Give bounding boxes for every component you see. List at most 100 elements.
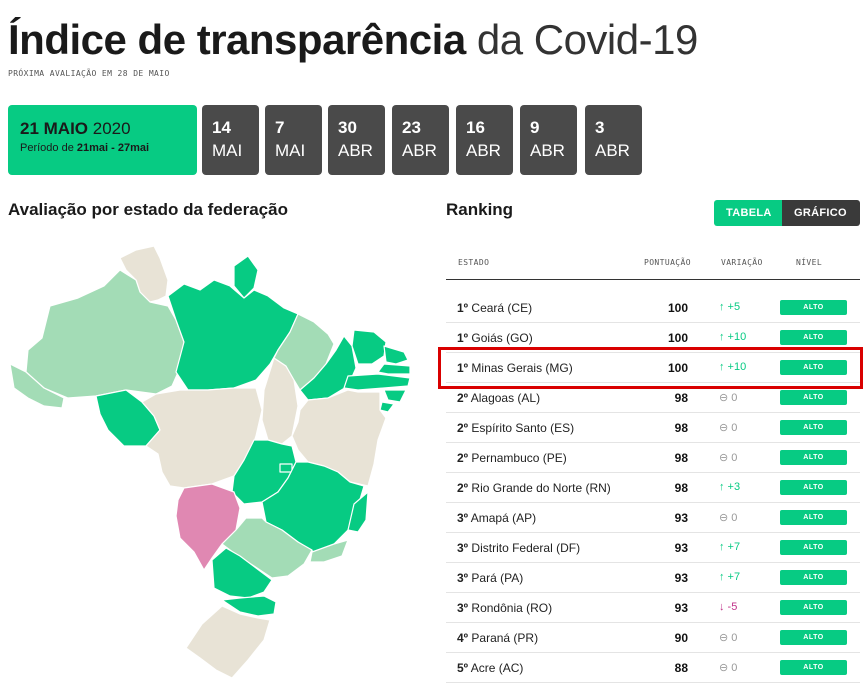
table-row[interactable]: 3º Pará (PA) 93 ↑ +7 ALTO (446, 563, 860, 593)
row-variation: ↑ +10 (719, 361, 747, 373)
state-sc[interactable] (221, 595, 277, 617)
table-toggle-button[interactable]: TABELA (714, 200, 782, 226)
row-rank: 4º (457, 631, 469, 645)
state-rn[interactable] (383, 345, 409, 365)
state-ba[interactable] (291, 389, 387, 487)
date-month: ABR (530, 141, 565, 160)
row-level-badge: ALTO (780, 330, 847, 345)
state-ms[interactable] (175, 483, 241, 571)
column-header-state[interactable]: ESTADO (458, 258, 490, 267)
chart-toggle-button[interactable]: GRÁFICO (782, 200, 860, 226)
state-pr[interactable] (211, 547, 273, 599)
table-row[interactable]: 1º Minas Gerais (MG) 100 ↑ +10 ALTO (446, 353, 860, 383)
period-range: 21mai - 27mai (76, 142, 150, 154)
date-month: ABR (595, 141, 630, 160)
brazil-states-map (9, 245, 411, 679)
ranking-table-body: 1º Ceará (CE) 100 ↑ +5 ALTO 1º Goiás (GO) 100… (446, 293, 860, 683)
row-level-badge: ALTO (780, 480, 847, 495)
date-day: 30 (338, 118, 357, 137)
row-state-name: Espírito Santo (ES) (471, 421, 575, 435)
title-light: da Covid-19 (476, 16, 698, 63)
state-rj[interactable] (309, 539, 349, 563)
row-state-name: Distrito Federal (DF) (471, 541, 581, 555)
highlighted-row-outline (438, 347, 863, 389)
row-score: 90 (674, 631, 688, 645)
row-state: 1º Goiás (GO) (457, 331, 533, 345)
row-rank: 5º (457, 661, 469, 675)
table-row[interactable]: 1º Goiás (GO) 100 ↑ +10 ALTO (446, 323, 860, 353)
row-level-badge: ALTO (780, 540, 847, 555)
current-date-daymonth: 21 MAIO (20, 119, 89, 138)
table-row[interactable]: 2º Espírito Santo (ES) 98 ⊖ 0 ALTO (446, 413, 860, 443)
date-button-14-mai[interactable]: 14 MAI (202, 105, 259, 175)
table-row[interactable]: 2º Pernambuco (PE) 98 ⊖ 0 ALTO (446, 443, 860, 473)
row-state-name: Pará (PA) (471, 571, 524, 585)
row-variation: ⊖ 0 (719, 512, 738, 524)
row-state-name: Minas Gerais (MG) (471, 361, 573, 375)
state-ac[interactable] (9, 363, 65, 409)
row-state: 4º Paraná (PR) (457, 631, 538, 645)
current-date-year: 2020 (92, 119, 131, 138)
row-rank: 3º (457, 511, 469, 525)
row-level-badge: ALTO (780, 600, 847, 615)
table-row[interactable]: 2º Rio Grande do Norte (RN) 98 ↑ +3 ALTO (446, 473, 860, 503)
row-state-name: Rondônia (RO) (471, 601, 553, 615)
table-row[interactable]: 5º Acre (AC) 88 ⊖ 0 ALTO (446, 653, 860, 683)
date-button-9-abr[interactable]: 9 ABR (520, 105, 577, 175)
table-row[interactable]: 1º Ceará (CE) 100 ↑ +5 ALTO (446, 293, 860, 323)
row-score: 100 (667, 361, 688, 375)
date-button-23-abr[interactable]: 23 ABR (392, 105, 449, 175)
state-se[interactable] (379, 401, 395, 413)
row-state-name: Paraná (PR) (471, 631, 539, 645)
row-variation: ↑ +10 (719, 331, 747, 343)
row-score: 100 (667, 301, 688, 315)
table-row[interactable]: 2º Alagoas (AL) 98 ⊖ 0 ALTO (446, 383, 860, 413)
table-row[interactable]: 4º Paraná (PR) 90 ⊖ 0 ALTO (446, 623, 860, 653)
row-score: 98 (674, 451, 688, 465)
date-button-7-mai[interactable]: 7 MAI (265, 105, 322, 175)
row-rank: 1º (457, 361, 469, 375)
state-al[interactable] (383, 389, 407, 403)
row-variation: ⊖ 0 (719, 632, 738, 644)
row-rank: 3º (457, 541, 469, 555)
table-row[interactable]: 3º Distrito Federal (DF) 93 ↑ +7 ALTO (446, 533, 860, 563)
column-header-score[interactable]: PONTUAÇÃO (644, 258, 691, 267)
row-level-badge: ALTO (780, 510, 847, 525)
row-variation: ↑ +3 (719, 481, 741, 493)
table-row[interactable]: 3º Amapá (AP) 93 ⊖ 0 ALTO (446, 503, 860, 533)
state-df[interactable] (279, 463, 293, 473)
row-state: 2º Rio Grande do Norte (RN) (457, 481, 611, 495)
column-header-level[interactable]: NÍVEL (796, 258, 823, 267)
row-variation: ⊖ 0 (719, 662, 738, 674)
row-state: 2º Alagoas (AL) (457, 391, 540, 405)
ranking-table-header: ESTADO PONTUAÇÃO VARIAÇÃO NÍVEL (446, 252, 860, 280)
row-state: 2º Espírito Santo (ES) (457, 421, 574, 435)
row-state-name: Rio Grande do Norte (RN) (471, 481, 611, 495)
row-rank: 2º (457, 391, 469, 405)
date-day: 23 (402, 118, 421, 137)
row-state-name: Goiás (GO) (471, 331, 533, 345)
date-button-30-abr[interactable]: 30 ABR (328, 105, 385, 175)
state-es[interactable] (347, 491, 369, 533)
row-level-badge: ALTO (780, 570, 847, 585)
current-date-card[interactable]: 21 MAIO 2020 Período de 21mai - 27mai (8, 105, 197, 175)
state-pb[interactable] (377, 363, 411, 375)
row-level-badge: ALTO (780, 300, 847, 315)
row-score: 100 (667, 331, 688, 345)
date-button-16-abr[interactable]: 16 ABR (456, 105, 513, 175)
state-ap[interactable] (233, 255, 259, 299)
table-row[interactable]: 3º Rondônia (RO) 93 ↓ -5 ALTO (446, 593, 860, 623)
state-ce[interactable] (351, 329, 387, 365)
column-header-variation[interactable]: VARIAÇÃO (721, 258, 763, 267)
date-day: 14 (212, 118, 231, 137)
row-level-badge: ALTO (780, 450, 847, 465)
row-level-badge: ALTO (780, 420, 847, 435)
period-prefix: Período de (20, 142, 74, 154)
row-level-badge: ALTO (780, 630, 847, 645)
row-state: 5º Acre (AC) (457, 661, 523, 675)
state-pe[interactable] (343, 373, 411, 391)
state-rs[interactable] (185, 605, 271, 679)
row-state: 3º Amapá (AP) (457, 511, 536, 525)
row-state-name: Pernambuco (PE) (471, 451, 567, 465)
date-button-3-abr[interactable]: 3 ABR (585, 105, 642, 175)
